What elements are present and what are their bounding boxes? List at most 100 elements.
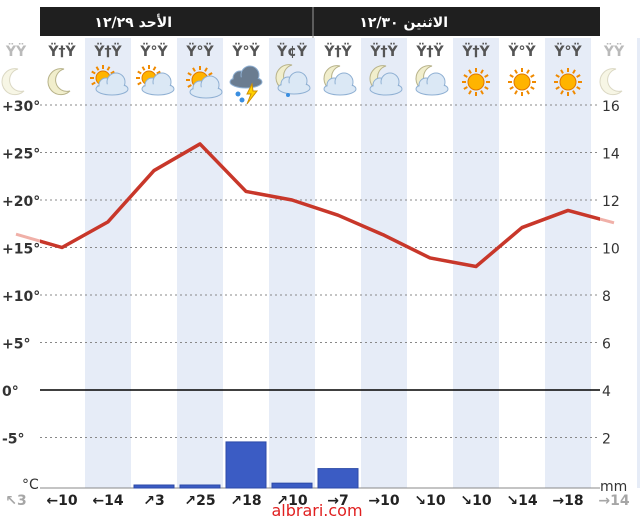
- y-tick-right: 10: [602, 242, 620, 258]
- wind-speed: 10: [58, 493, 78, 509]
- column-stripe: [545, 38, 591, 488]
- wind-speed: 3: [155, 493, 165, 509]
- wind-speed: 3: [17, 493, 27, 509]
- wind-arrow: ←: [92, 493, 104, 509]
- y-tick-right: 14: [602, 147, 620, 163]
- thunderstorm-icon: [229, 65, 263, 105]
- column-stripe: [637, 38, 640, 488]
- wind-cell: ↘14: [506, 493, 537, 509]
- wind-speed: 10: [472, 493, 492, 509]
- y-tick-right: 6: [602, 337, 611, 353]
- wind-cell: ↘10: [414, 493, 445, 509]
- watermark: albrari.com: [271, 501, 362, 519]
- wind-speed: 7: [339, 493, 349, 509]
- hour-label: Ÿ°Ÿ: [231, 43, 260, 60]
- wind-cell: ←10: [46, 493, 77, 509]
- moon-icon: [47, 68, 71, 96]
- y-tick-left: +30°: [2, 99, 40, 115]
- wind-cell: →7: [327, 493, 348, 509]
- column-stripe: [177, 38, 223, 488]
- wind-arrow: ↖: [5, 493, 17, 509]
- day-header-bar: [40, 7, 600, 36]
- hour-label: Ÿ°Ÿ: [507, 43, 536, 60]
- y-tick-right: 4: [602, 384, 611, 400]
- wind-arrow: →: [552, 493, 564, 509]
- precip-bar: [271, 482, 313, 489]
- column-stripe: [269, 38, 315, 488]
- hour-label: Ÿ†Ÿ: [415, 43, 444, 60]
- y-tick-right: 8: [602, 289, 611, 305]
- partly-cloudy-day-icon: [136, 65, 175, 96]
- hour-label: Ÿ°Ÿ: [185, 43, 214, 60]
- wind-speed: 10: [426, 493, 446, 509]
- sun-icon: [508, 68, 536, 96]
- wind-cell: →18: [552, 493, 583, 509]
- hour-label: Ÿ†Ÿ: [47, 43, 76, 60]
- precip-bar: [225, 441, 267, 489]
- wind-speed: 10: [380, 493, 400, 509]
- y-tick-left: +20°: [2, 194, 40, 210]
- hour-label: Ÿ†Ÿ: [461, 43, 490, 60]
- hour-label: ŸŸ: [5, 43, 27, 60]
- moon-icon: [1, 68, 25, 96]
- hour-label: Ÿ†Ÿ: [93, 43, 122, 60]
- moon-cloud-icon: [415, 65, 449, 96]
- moon-cloud-icon: [323, 65, 357, 96]
- y-tick-left: -5°: [2, 432, 25, 448]
- wind-cell: ←14: [92, 493, 123, 509]
- column-stripe: [361, 38, 407, 488]
- wind-arrow: ↗: [143, 493, 155, 509]
- wind-arrow: ←: [46, 493, 58, 509]
- wind-cell: ↖3: [5, 493, 26, 509]
- wind-cell: →10: [368, 493, 399, 509]
- y-tick-right: 12: [602, 194, 620, 210]
- moon-cloud-rain-icon: [275, 64, 311, 97]
- wind-cell: ↗25: [184, 493, 215, 509]
- wind-arrow: →: [368, 493, 380, 509]
- wind-speed: 14: [610, 493, 630, 509]
- hour-label: Ÿ†Ÿ: [369, 43, 398, 60]
- wind-speed: 18: [564, 493, 583, 509]
- hour-label: Ÿ¢Ÿ: [276, 43, 308, 60]
- precip-bar: [133, 484, 175, 489]
- wind-speed: 10: [288, 493, 308, 509]
- y-tick-right: 2: [602, 432, 611, 448]
- wind-arrow: ↘: [414, 493, 426, 509]
- y-tick-left: +10°: [2, 289, 40, 305]
- sun-icon: [554, 68, 582, 96]
- wind-arrow: ↗: [276, 493, 288, 509]
- wind-speed: 25: [196, 493, 215, 509]
- temp-unit-label: °C: [22, 477, 39, 493]
- wind-arrow: →: [327, 493, 339, 509]
- day-label-sunday: الأحد ١٢/٢٩: [94, 14, 172, 31]
- precip-unit-label: mm: [600, 479, 627, 495]
- wind-cell: →14: [598, 493, 629, 509]
- wind-arrow: ↘: [460, 493, 472, 509]
- y-tick-left: +25°: [2, 147, 40, 163]
- wind-speed: 14: [104, 493, 124, 509]
- hour-label: Ÿ°Ÿ: [553, 43, 582, 60]
- hour-label: Ÿ°Ÿ: [139, 43, 168, 60]
- precip-bar: [179, 484, 221, 489]
- column-stripe: [85, 38, 131, 488]
- hour-label: Ÿ†Ÿ: [323, 43, 352, 60]
- wind-speed: 18: [242, 493, 261, 509]
- wind-cell: ↘10: [460, 493, 491, 509]
- wind-arrow: ↘: [506, 493, 518, 509]
- wind-cell: ↗3: [143, 493, 164, 509]
- sun-icon: [462, 68, 490, 96]
- wind-cell: ↗18: [230, 493, 261, 509]
- y-tick-left: +5°: [2, 337, 30, 353]
- moon-cloud-icon: [369, 65, 403, 96]
- wind-arrow: ↗: [230, 493, 242, 509]
- wind-arrow: →: [598, 493, 610, 509]
- sun-cloud-icon: [186, 66, 223, 99]
- y-tick-left: 0°: [2, 384, 19, 400]
- hour-label: ŸŸ: [603, 43, 625, 60]
- partly-cloudy-day-icon: [90, 65, 129, 96]
- wind-cell: ↗10: [276, 493, 307, 509]
- temp-line: [40, 142, 600, 269]
- y-tick-right: 16: [602, 99, 620, 115]
